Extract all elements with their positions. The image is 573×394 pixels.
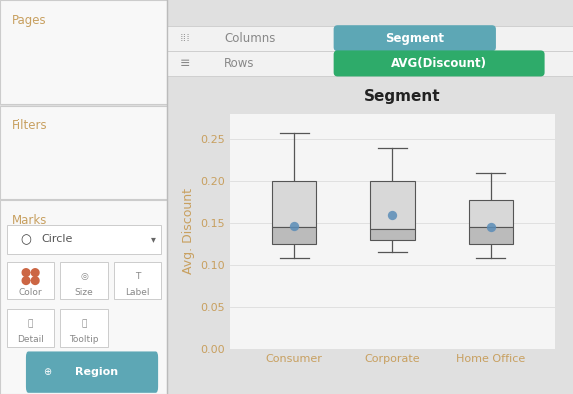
Text: ⛶: ⛶: [28, 319, 33, 328]
Bar: [272, 227, 316, 244]
Bar: [469, 200, 513, 227]
FancyBboxPatch shape: [60, 309, 108, 347]
Text: Tooltip: Tooltip: [69, 335, 99, 344]
Text: Rows: Rows: [224, 57, 254, 70]
Point: [388, 212, 397, 218]
Text: AVG(Discount): AVG(Discount): [391, 57, 487, 70]
Bar: [272, 181, 316, 227]
Text: Detail: Detail: [17, 335, 44, 344]
Text: ⬤⬤
⬤⬤: ⬤⬤ ⬤⬤: [21, 268, 41, 285]
Text: 💬: 💬: [81, 319, 87, 328]
FancyBboxPatch shape: [333, 50, 544, 76]
FancyBboxPatch shape: [167, 26, 573, 51]
FancyBboxPatch shape: [167, 51, 573, 76]
Text: Segment: Segment: [364, 89, 441, 104]
Bar: [370, 181, 415, 229]
Text: Filters: Filters: [11, 119, 48, 132]
FancyBboxPatch shape: [333, 25, 496, 51]
FancyBboxPatch shape: [7, 225, 160, 254]
FancyBboxPatch shape: [60, 262, 108, 299]
Bar: [370, 229, 415, 240]
FancyBboxPatch shape: [0, 106, 167, 199]
Text: T: T: [135, 272, 140, 281]
Text: Columns: Columns: [224, 32, 276, 45]
Text: Size: Size: [74, 288, 93, 297]
Text: Pages: Pages: [11, 14, 46, 27]
Text: Segment: Segment: [385, 32, 444, 45]
Text: ◎: ◎: [80, 272, 88, 281]
FancyBboxPatch shape: [114, 262, 162, 299]
Text: ○: ○: [20, 233, 31, 246]
Text: ⊕: ⊕: [43, 367, 51, 377]
Point: [289, 223, 299, 229]
FancyBboxPatch shape: [7, 262, 54, 299]
Text: Circle: Circle: [42, 234, 73, 244]
Text: Label: Label: [125, 288, 150, 297]
Text: ▾: ▾: [151, 234, 155, 244]
FancyBboxPatch shape: [0, 200, 167, 394]
FancyBboxPatch shape: [0, 0, 167, 104]
Text: Region: Region: [76, 367, 119, 377]
Point: [486, 224, 496, 230]
Text: ⁞⁞⁞: ⁞⁞⁞: [179, 33, 190, 43]
Text: Marks: Marks: [11, 214, 47, 227]
Bar: [469, 227, 513, 244]
Text: ≡: ≡: [179, 57, 190, 70]
FancyBboxPatch shape: [7, 309, 54, 347]
FancyBboxPatch shape: [26, 351, 158, 393]
Text: Color: Color: [19, 288, 42, 297]
Y-axis label: Avg. Discount: Avg. Discount: [182, 188, 195, 275]
